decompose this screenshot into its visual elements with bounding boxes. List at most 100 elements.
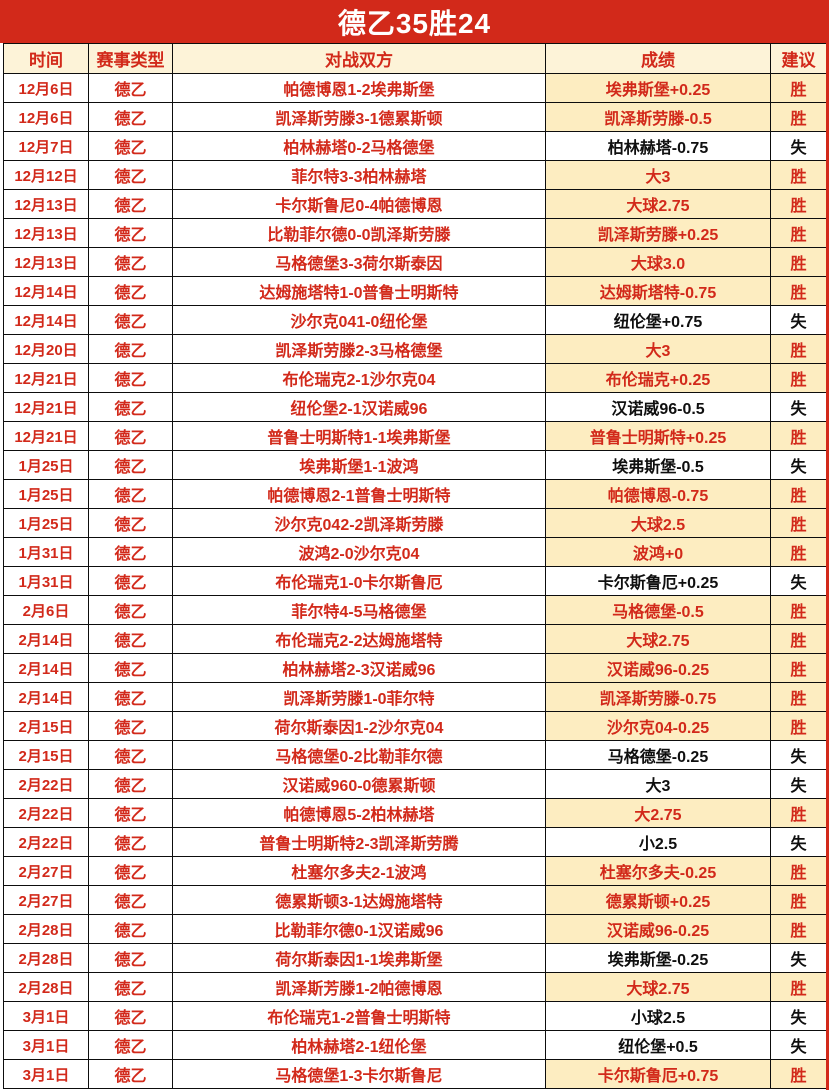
league-cell: 德乙 xyxy=(88,450,173,480)
advice-cell: 胜 xyxy=(770,276,827,306)
match-cell: 布伦瑞克2-1沙尔克04 xyxy=(172,363,546,393)
match-cell: 埃弗斯堡1-1波鸿 xyxy=(172,450,546,480)
match-cell: 马格德堡1-3卡尔斯鲁尼 xyxy=(172,1059,546,1089)
result-cell: 埃弗斯堡+0.25 xyxy=(545,73,771,103)
table-row: 1月25日 德乙 帕德博恩2-1普鲁士明斯特 帕德博恩-0.75 胜 xyxy=(3,479,827,509)
advice-cell: 失 xyxy=(770,305,827,335)
match-cell: 菲尔特4-5马格德堡 xyxy=(172,595,546,625)
advice-cell: 胜 xyxy=(770,972,827,1002)
match-cell: 荷尔斯泰因1-1埃弗斯堡 xyxy=(172,943,546,973)
match-cell: 比勒菲尔德0-0凯泽斯劳滕 xyxy=(172,218,546,248)
table-row: 2月14日 德乙 柏林赫塔2-3汉诺威96 汉诺威96-0.25 胜 xyxy=(3,653,827,683)
table-row: 1月25日 德乙 埃弗斯堡1-1波鸿 埃弗斯堡-0.5 失 xyxy=(3,450,827,480)
table-row: 1月25日 德乙 沙尔克042-2凯泽斯劳滕 大球2.5 胜 xyxy=(3,508,827,538)
table-row: 1月31日 德乙 波鸿2-0沙尔克04 波鸿+0 胜 xyxy=(3,537,827,567)
match-cell: 帕德博恩2-1普鲁士明斯特 xyxy=(172,479,546,509)
date-cell: 2月14日 xyxy=(3,624,89,654)
table-row: 2月27日 德乙 杜塞尔多夫2-1波鸿 杜塞尔多夫-0.25 胜 xyxy=(3,856,827,886)
advice-cell: 胜 xyxy=(770,479,827,509)
result-cell: 大球2.75 xyxy=(545,624,771,654)
table-row: 12月21日 德乙 普鲁士明斯特1-1埃弗斯堡 普鲁士明斯特+0.25 胜 xyxy=(3,421,827,451)
advice-cell: 失 xyxy=(770,740,827,770)
table-row: 2月22日 德乙 汉诺威960-0德累斯顿 大3 失 xyxy=(3,769,827,799)
column-header-match: 对战双方 xyxy=(172,43,546,74)
advice-cell: 胜 xyxy=(770,189,827,219)
table-row: 2月14日 德乙 布伦瑞克2-2达姆施塔特 大球2.75 胜 xyxy=(3,624,827,654)
date-cell: 2月14日 xyxy=(3,653,89,683)
column-header-advice: 建议 xyxy=(770,43,827,74)
match-cell: 比勒菲尔德0-1汉诺威96 xyxy=(172,914,546,944)
date-cell: 12月21日 xyxy=(3,363,89,393)
result-cell: 卡尔斯鲁厄+0.75 xyxy=(545,1059,771,1089)
match-cell: 汉诺威960-0德累斯顿 xyxy=(172,769,546,799)
result-cell: 埃弗斯堡-0.5 xyxy=(545,450,771,480)
date-cell: 2月22日 xyxy=(3,769,89,799)
table-row: 3月1日 德乙 柏林赫塔2-1纽伦堡 纽伦堡+0.5 失 xyxy=(3,1030,827,1060)
column-header-time: 时间 xyxy=(3,43,89,74)
result-cell: 小球2.5 xyxy=(545,1001,771,1031)
date-cell: 12月14日 xyxy=(3,276,89,306)
match-cell: 达姆施塔特1-0普鲁士明斯特 xyxy=(172,276,546,306)
date-cell: 12月6日 xyxy=(3,73,89,103)
advice-cell: 失 xyxy=(770,131,827,161)
league-cell: 德乙 xyxy=(88,508,173,538)
date-cell: 2月6日 xyxy=(3,595,89,625)
advice-cell: 胜 xyxy=(770,682,827,712)
table-row: 2月27日 德乙 德累斯顿3-1达姆施塔特 德累斯顿+0.25 胜 xyxy=(3,885,827,915)
match-cell: 波鸿2-0沙尔克04 xyxy=(172,537,546,567)
advice-cell: 胜 xyxy=(770,421,827,451)
table-row: 2月22日 德乙 普鲁士明斯特2-3凯泽斯劳腾 小2.5 失 xyxy=(3,827,827,857)
right-edge-red-strip xyxy=(826,0,829,1090)
result-cell: 马格德堡-0.25 xyxy=(545,740,771,770)
result-cell: 凯泽斯劳滕-0.5 xyxy=(545,102,771,132)
result-cell: 大球2.5 xyxy=(545,508,771,538)
result-cell: 大3 xyxy=(545,160,771,190)
match-cell: 杜塞尔多夫2-1波鸿 xyxy=(172,856,546,886)
advice-cell: 胜 xyxy=(770,508,827,538)
match-cell: 沙尔克041-0纽伦堡 xyxy=(172,305,546,335)
column-header-result: 成绩 xyxy=(545,43,771,74)
advice-cell: 胜 xyxy=(770,537,827,567)
advice-cell: 胜 xyxy=(770,160,827,190)
match-cell: 帕德博恩5-2柏林赫塔 xyxy=(172,798,546,828)
league-cell: 德乙 xyxy=(88,218,173,248)
result-cell: 大3 xyxy=(545,769,771,799)
league-cell: 德乙 xyxy=(88,885,173,915)
table-row: 2月22日 德乙 帕德博恩5-2柏林赫塔 大2.75 胜 xyxy=(3,798,827,828)
league-cell: 德乙 xyxy=(88,392,173,422)
result-cell: 达姆斯塔特-0.75 xyxy=(545,276,771,306)
date-cell: 2月14日 xyxy=(3,682,89,712)
page-title: 德乙35胜24 xyxy=(0,0,829,43)
date-cell: 2月28日 xyxy=(3,972,89,1002)
advice-cell: 胜 xyxy=(770,856,827,886)
table-row: 12月13日 德乙 比勒菲尔德0-0凯泽斯劳滕 凯泽斯劳滕+0.25 胜 xyxy=(3,218,827,248)
date-cell: 3月1日 xyxy=(3,1030,89,1060)
table-row: 12月13日 德乙 卡尔斯鲁尼0-4帕德博恩 大球2.75 胜 xyxy=(3,189,827,219)
result-cell: 大2.75 xyxy=(545,798,771,828)
date-cell: 12月13日 xyxy=(3,218,89,248)
date-cell: 2月22日 xyxy=(3,827,89,857)
table-row: 12月12日 德乙 菲尔特3-3柏林赫塔 大3 胜 xyxy=(3,160,827,190)
advice-cell: 胜 xyxy=(770,73,827,103)
match-cell: 普鲁士明斯特2-3凯泽斯劳腾 xyxy=(172,827,546,857)
advice-cell: 胜 xyxy=(770,885,827,915)
advice-cell: 胜 xyxy=(770,653,827,683)
result-cell: 德累斯顿+0.25 xyxy=(545,885,771,915)
match-cell: 马格德堡3-3荷尔斯泰因 xyxy=(172,247,546,277)
result-cell: 汉诺威96-0.5 xyxy=(545,392,771,422)
result-cell: 凯泽斯劳滕+0.25 xyxy=(545,218,771,248)
table-row: 12月6日 德乙 帕德博恩1-2埃弗斯堡 埃弗斯堡+0.25 胜 xyxy=(3,73,827,103)
advice-cell: 胜 xyxy=(770,363,827,393)
league-cell: 德乙 xyxy=(88,740,173,770)
table-row: 2月6日 德乙 菲尔特4-5马格德堡 马格德堡-0.5 胜 xyxy=(3,595,827,625)
date-cell: 1月25日 xyxy=(3,479,89,509)
advice-cell: 胜 xyxy=(770,102,827,132)
advice-cell: 胜 xyxy=(770,595,827,625)
table-header: 时间 赛事类型 对战双方 成绩 建议 xyxy=(3,43,827,74)
header-row: 时间 赛事类型 对战双方 成绩 建议 xyxy=(3,43,827,74)
match-cell: 德累斯顿3-1达姆施塔特 xyxy=(172,885,546,915)
league-cell: 德乙 xyxy=(88,363,173,393)
result-cell: 马格德堡-0.5 xyxy=(545,595,771,625)
advice-cell: 胜 xyxy=(770,914,827,944)
match-cell: 卡尔斯鲁尼0-4帕德博恩 xyxy=(172,189,546,219)
